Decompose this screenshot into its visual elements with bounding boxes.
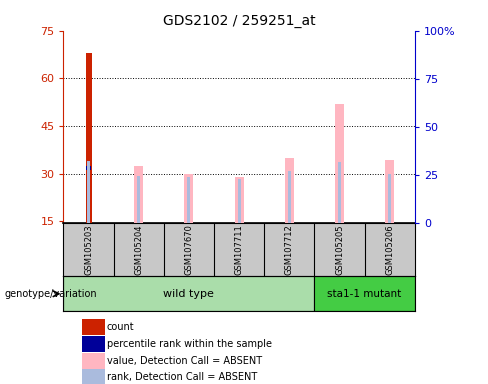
Bar [184, 174, 193, 223]
Bar [82, 336, 105, 352]
Bar [137, 176, 140, 223]
Text: genotype/variation: genotype/variation [5, 289, 98, 299]
Bar [82, 353, 105, 369]
Bar [82, 369, 105, 384]
Text: GSM105206: GSM105206 [385, 224, 394, 275]
Bar [86, 166, 91, 170]
Bar [238, 179, 241, 223]
Text: value, Detection Call = ABSENT: value, Detection Call = ABSENT [107, 356, 262, 366]
Text: GSM105204: GSM105204 [134, 224, 143, 275]
Bar [82, 319, 105, 335]
Bar [87, 161, 90, 223]
Text: percentile rank within the sample: percentile rank within the sample [107, 339, 272, 349]
Bar [85, 53, 92, 223]
Text: GSM107712: GSM107712 [285, 224, 294, 275]
Bar [235, 177, 244, 223]
Bar [335, 104, 344, 223]
Text: sta1-1 mutant: sta1-1 mutant [327, 289, 402, 299]
Text: GSM105205: GSM105205 [335, 224, 344, 275]
Bar [338, 162, 341, 223]
Text: GSM107670: GSM107670 [184, 224, 193, 275]
Text: GSM105203: GSM105203 [84, 224, 93, 275]
Bar [187, 177, 190, 223]
Text: GSM107711: GSM107711 [235, 224, 244, 275]
Text: count: count [107, 322, 135, 332]
Bar [63, 276, 314, 311]
Bar [134, 166, 143, 223]
Title: GDS2102 / 259251_at: GDS2102 / 259251_at [163, 14, 315, 28]
Bar [388, 174, 391, 223]
Text: rank, Detection Call = ABSENT: rank, Detection Call = ABSENT [107, 372, 257, 382]
Bar [314, 276, 415, 311]
Bar [285, 159, 294, 223]
Bar [288, 171, 291, 223]
Bar [385, 161, 394, 223]
Text: wild type: wild type [163, 289, 214, 299]
